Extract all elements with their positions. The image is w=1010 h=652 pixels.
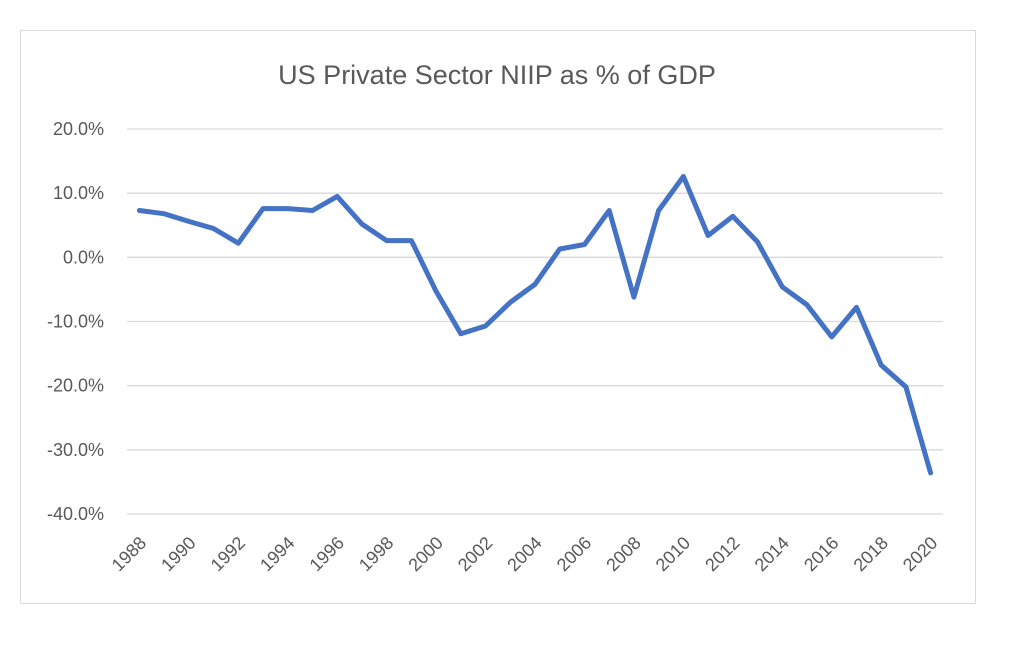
x-tick-label: 1998 bbox=[355, 533, 397, 575]
y-axis-ticks: 20.0% 10.0% 0.0% -10.0% -20.0% -30.0% -40.0% bbox=[47, 119, 104, 524]
x-tick-label: 2014 bbox=[751, 533, 793, 575]
x-tick-label: 2010 bbox=[652, 533, 694, 575]
x-tick-label: 2002 bbox=[454, 533, 496, 575]
x-tick-label: 2004 bbox=[503, 533, 545, 575]
y-tick-label: -20.0% bbox=[47, 376, 104, 396]
x-tick-label: 2020 bbox=[899, 533, 941, 575]
x-tick-label: 2008 bbox=[602, 533, 644, 575]
x-tick-label: 2016 bbox=[800, 533, 842, 575]
x-tick-label: 1996 bbox=[306, 533, 348, 575]
gridlines bbox=[127, 128, 943, 515]
x-tick-label: 1994 bbox=[256, 533, 298, 575]
x-axis-ticks: 1988 1990 1992 1994 1996 1998 2000 2002 2004 2006… bbox=[108, 533, 942, 575]
x-tick-label: 2000 bbox=[404, 533, 446, 575]
x-tick-label: 2006 bbox=[553, 533, 595, 575]
y-tick-label: 20.0% bbox=[53, 119, 104, 139]
y-tick-label: 10.0% bbox=[53, 183, 104, 203]
x-tick-label: 1988 bbox=[108, 533, 150, 575]
y-tick-label: -30.0% bbox=[47, 440, 104, 460]
x-tick-label: 2012 bbox=[701, 533, 743, 575]
x-tick-label: 1992 bbox=[207, 533, 249, 575]
y-tick-label: 0.0% bbox=[63, 247, 104, 267]
series-line bbox=[136, 174, 934, 476]
chart-title: US Private Sector NIIP as % of GDP bbox=[278, 60, 716, 90]
y-tick-label: -40.0% bbox=[47, 504, 104, 524]
series-layer bbox=[136, 174, 934, 476]
x-tick-label: 1990 bbox=[157, 533, 199, 575]
y-tick-label: -10.0% bbox=[47, 312, 104, 332]
x-tick-label: 2018 bbox=[850, 533, 892, 575]
